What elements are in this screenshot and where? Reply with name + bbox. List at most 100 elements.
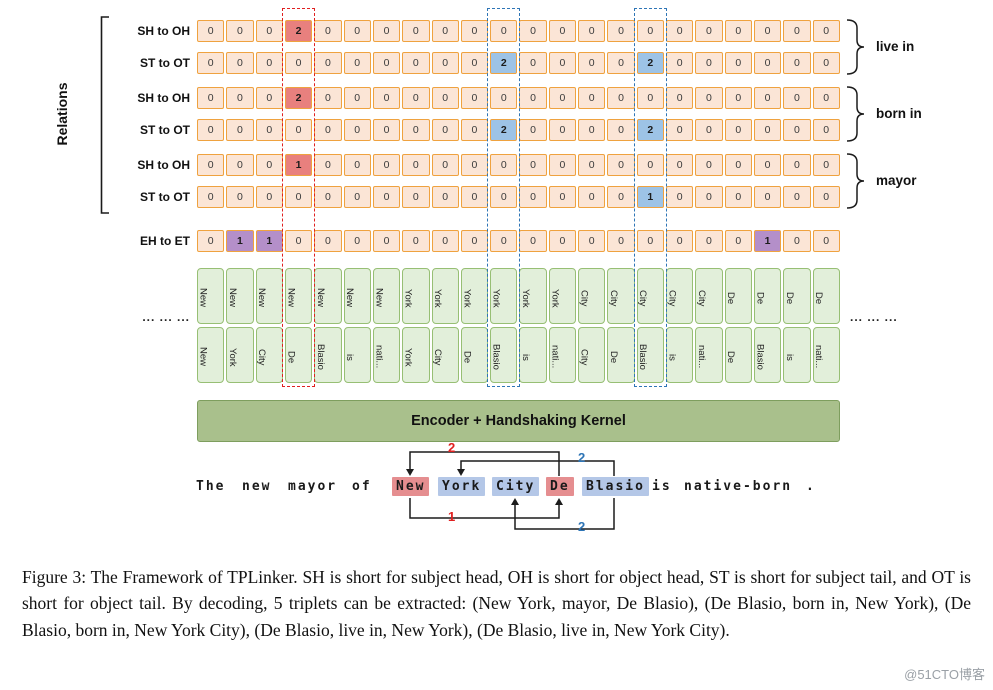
matrix-cell: 0 [460, 186, 489, 208]
token-box: De [284, 327, 313, 383]
token-box: New [372, 268, 401, 324]
relation-2-row-0-label: SH to OH [137, 158, 190, 172]
token-label: De [725, 350, 737, 364]
token-box: De [724, 268, 752, 324]
token-pair-column: New is [343, 268, 371, 383]
matrix-cell: 0 [490, 154, 518, 176]
matrix-cell: 0 [431, 154, 459, 176]
arrow-top-blue [460, 460, 615, 476]
matrix-cell: 0 [783, 87, 811, 109]
arrowhead-icon [511, 498, 519, 505]
matrix-cell: 0 [548, 87, 577, 109]
matrix-cell: 0 [402, 230, 430, 252]
matrix-cell: 0 [460, 119, 489, 141]
matrix-cell: 0 [578, 186, 606, 208]
matrix-cell: 0 [255, 52, 283, 74]
token-pair-column: City Blasio [636, 268, 664, 383]
matrix-cell: 0 [783, 119, 811, 141]
matrix-cell: 0 [519, 52, 547, 74]
matrix-cell: 0 [666, 154, 694, 176]
matrix-cell: 0 [607, 154, 635, 176]
token-box: nati... [812, 327, 840, 383]
token-box: nati... [372, 327, 401, 383]
matrix-cell: 0 [724, 230, 752, 252]
matrix-cell: 0 [607, 87, 635, 109]
relation-2-row-1-label: ST to OT [140, 190, 190, 204]
matrix-cell: 0 [607, 186, 635, 208]
matrix-cell: 0 [284, 119, 313, 141]
matrix-cell-tagged: 1 [284, 154, 313, 176]
matrix-cell: 0 [284, 230, 313, 252]
relation-group-brace [845, 19, 867, 75]
matrix-cell: 0 [548, 154, 577, 176]
token-box: De [753, 268, 782, 324]
token-pair-column: York York [402, 268, 430, 383]
sentence-word: of [352, 479, 372, 494]
matrix-cell: 0 [372, 119, 401, 141]
matrix-cell: 0 [314, 186, 342, 208]
token-pair-column: City is [666, 268, 694, 383]
sentence-word: is [652, 479, 672, 494]
matrix-cell: 0 [812, 230, 840, 252]
token-box: York [548, 268, 577, 324]
matrix-cell: 0 [197, 119, 225, 141]
matrix-cell: 0 [695, 230, 723, 252]
matrix-cell: 0 [548, 230, 577, 252]
matrix-cell: 0 [753, 87, 782, 109]
matrix-cell: 0 [695, 186, 723, 208]
token-box: York [460, 268, 489, 324]
token-pair-column: De Blasio [753, 268, 782, 383]
matrix-cell: 0 [548, 119, 577, 141]
matrix-cell: 0 [343, 119, 371, 141]
relations-axis-label: Relations [54, 82, 70, 146]
matrix-cell: 0 [519, 230, 547, 252]
token-label: nati... [373, 345, 385, 369]
token-box: City [431, 327, 459, 383]
token-pair-column: York City [431, 268, 459, 383]
matrix-cell: 0 [607, 119, 635, 141]
matrix-cell: 0 [812, 154, 840, 176]
ellipsis-left: ... ... ... [142, 310, 190, 324]
arrow-label-bottom-blue: 2 [578, 519, 586, 534]
matrix-cell: 0 [548, 52, 577, 74]
relation-0-row-0-label: SH to OH [137, 24, 190, 38]
matrix-cell: 0 [812, 52, 840, 74]
matrix-cell: 0 [519, 87, 547, 109]
matrix-cell: 0 [431, 119, 459, 141]
matrix-cell: 0 [753, 20, 782, 42]
matrix-cell: 0 [197, 230, 225, 252]
token-box: De [812, 268, 840, 324]
matrix-cell: 0 [402, 87, 430, 109]
token-label: City [578, 289, 590, 307]
matrix-cell: 0 [812, 186, 840, 208]
matrix-cell: 0 [314, 20, 342, 42]
sentence-word: Blasio [582, 477, 649, 496]
relation-1-row-1-label: ST to OT [140, 123, 190, 137]
matrix-cell: 0 [431, 230, 459, 252]
matrix-cell: 0 [372, 87, 401, 109]
token-label: De [285, 350, 297, 364]
relation-label-mayor: mayor [876, 173, 917, 188]
arrowhead-icon [555, 498, 563, 505]
token-pair-column: City De [607, 268, 635, 383]
token-label: Blasio [637, 344, 649, 370]
matrix-cell: 0 [548, 186, 577, 208]
token-label: City [666, 289, 678, 307]
token-label: nati... [695, 345, 707, 369]
token-pair-column: New New [197, 268, 225, 383]
matrix-cell: 0 [666, 20, 694, 42]
token-label: is [519, 353, 531, 361]
matrix-cell: 0 [695, 119, 723, 141]
matrix-cell: 0 [724, 186, 752, 208]
matrix-cell: 0 [226, 52, 254, 74]
matrix-cell: 0 [372, 52, 401, 74]
token-pair-column: New De [284, 268, 313, 383]
matrix-cell: 0 [753, 186, 782, 208]
token-label: City [637, 289, 649, 307]
matrix-cell: 0 [284, 186, 313, 208]
matrix-cell: 0 [636, 87, 664, 109]
